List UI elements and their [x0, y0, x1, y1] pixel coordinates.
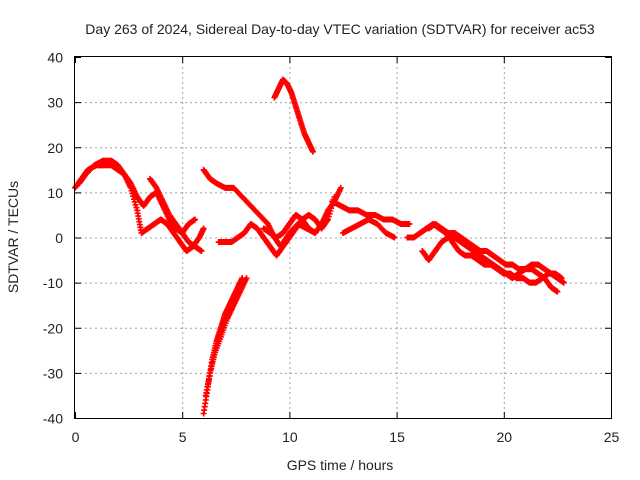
data-point — [337, 184, 344, 191]
series-s2 — [76, 157, 207, 255]
y-tick-label: -10 — [43, 275, 63, 291]
x-tick-label: 15 — [389, 429, 405, 445]
y-tick-label: 20 — [47, 140, 63, 156]
data-point — [128, 187, 135, 194]
y-tick-label: 10 — [47, 185, 63, 201]
y-tick-label: 30 — [47, 95, 63, 111]
series-s9 — [271, 76, 316, 155]
data-point — [127, 184, 134, 191]
data-point — [133, 204, 140, 211]
data-point — [239, 275, 246, 282]
data-point — [200, 225, 207, 232]
x-tick-label: 25 — [604, 429, 620, 445]
axis-ticks: 0 5 10 15 20 25 40 30 20 10 0 -10 -20 -30 -40 — [43, 50, 620, 446]
series-s4 — [200, 166, 319, 250]
y-tick-label: 40 — [47, 50, 63, 66]
plot-frame — [74, 56, 612, 419]
data-point — [130, 193, 137, 200]
y-axis-label: SDTVAR / TECUs — [5, 181, 21, 293]
x-tick-label: 0 — [72, 429, 80, 445]
x-tick-label: 10 — [282, 429, 298, 445]
data-point — [192, 216, 199, 223]
y-tick-label: -40 — [43, 411, 63, 427]
series-s11 — [340, 216, 398, 241]
chart-title: Day 263 of 2024, Sidereal Day-to-day VTE… — [85, 21, 595, 37]
series-s8 — [200, 275, 246, 417]
x-axis-label: GPS time / hours — [287, 457, 394, 473]
data-point — [129, 190, 136, 197]
data-point — [131, 198, 138, 205]
series-s6 — [260, 184, 344, 241]
data-point — [391, 234, 398, 241]
series-s14 — [425, 220, 567, 286]
y-tick-label: 0 — [55, 230, 63, 246]
data-point — [309, 148, 316, 155]
x-tick-label: 5 — [179, 429, 187, 445]
y-tick-label: -30 — [43, 365, 63, 381]
y-tick-label: -20 — [43, 320, 63, 336]
data-point — [130, 196, 137, 203]
data-point — [560, 279, 567, 286]
data-point — [406, 220, 413, 227]
data-point — [198, 248, 205, 255]
series-s3 — [147, 175, 205, 255]
data-point — [132, 201, 139, 208]
data-point — [554, 288, 561, 295]
data-series — [72, 76, 567, 417]
series-s10 — [329, 198, 413, 227]
x-tick-label: 20 — [497, 429, 513, 445]
grid-lines — [75, 57, 611, 418]
